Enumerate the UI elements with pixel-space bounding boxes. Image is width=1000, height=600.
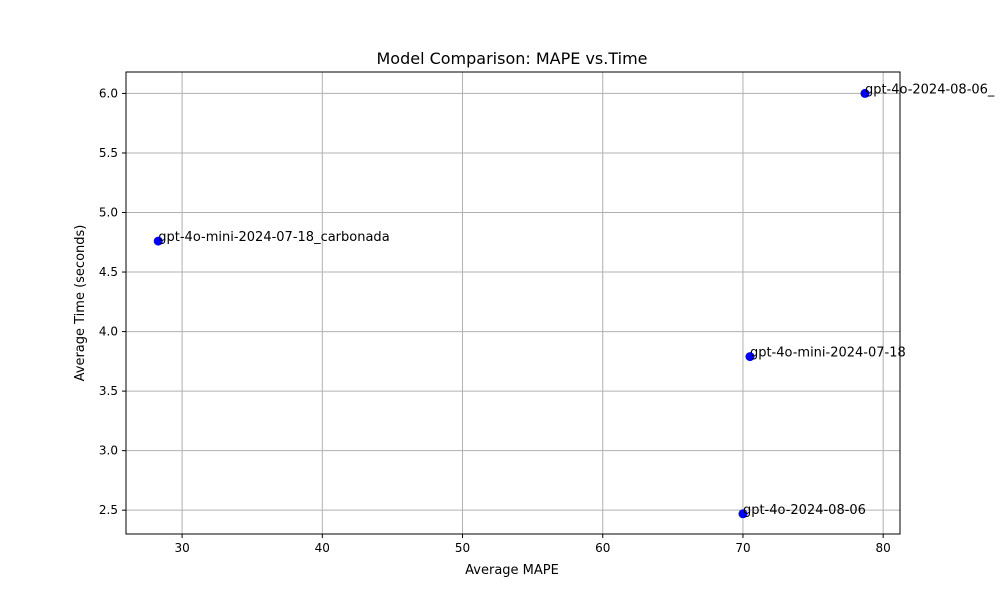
data-point-label: gpt-4o-2024-08-06 [743, 503, 866, 518]
data-point-label: gpt-4o-mini-2024-07-18_carbonada [158, 230, 389, 245]
x-axis-ticks: 30 40 50 60 70 80 [174, 534, 891, 555]
y-tick-label: 5.0 [99, 206, 118, 220]
y-axis-ticks: 2.5 3.0 3.5 4.0 4.5 5.0 5.5 6.0 [99, 86, 126, 517]
data-point-label: gpt-4o-2024-08-06_ [865, 82, 995, 97]
data-point-label: gpt-4o-mini-2024-07-18 [750, 346, 906, 361]
y-tick-label: 6.0 [99, 86, 118, 100]
x-tick-label: 30 [174, 541, 189, 555]
data-point [153, 236, 163, 246]
x-tick-label: 80 [876, 541, 891, 555]
x-tick-label: 50 [455, 541, 470, 555]
y-tick-label: 2.5 [99, 503, 118, 517]
x-axis-label: Average MAPE [465, 563, 559, 578]
grid-lines [126, 72, 900, 534]
y-tick-label: 4.5 [99, 265, 118, 279]
data-point [745, 352, 755, 362]
plot-frame [125, 71, 901, 535]
data-point [860, 88, 870, 98]
y-tick-label: 3.5 [99, 384, 118, 398]
data-points [153, 88, 870, 519]
x-tick-label: 70 [735, 541, 750, 555]
y-axis-label: Average Time (seconds) [73, 225, 88, 382]
chart-title: Model Comparison: MAPE vs.Time [376, 49, 647, 68]
data-point [738, 509, 748, 519]
data-labels: gpt-4o-mini-2024-07-18_carbonada gpt-4o-m… [158, 82, 995, 517]
x-tick-label: 40 [315, 541, 330, 555]
y-tick-label: 5.5 [99, 146, 118, 160]
y-tick-label: 3.0 [99, 444, 118, 458]
y-tick-label: 4.0 [99, 325, 118, 339]
x-tick-label: 60 [595, 541, 610, 555]
